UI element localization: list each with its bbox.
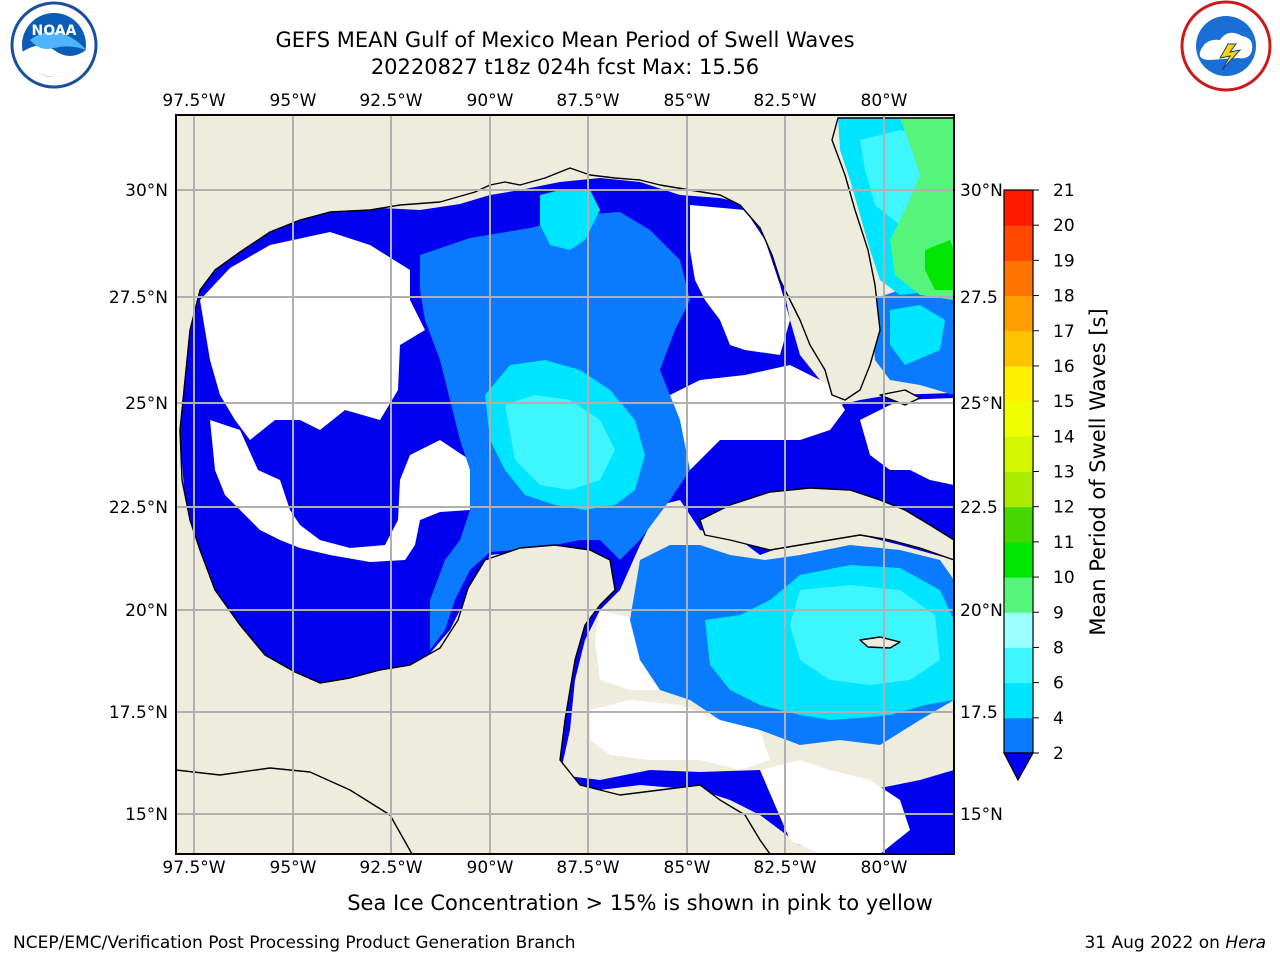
nws-logo xyxy=(1180,0,1272,92)
lon-labels-bottom: 97.5°W 95°W 92.5°W 90°W 87.5°W 85°W 82.5… xyxy=(162,858,907,878)
colorbar-bin xyxy=(1004,717,1033,754)
colorbar-tick-label: 16 xyxy=(1053,357,1075,377)
lon-label: 95°W xyxy=(270,858,317,878)
colorbar-tick-label: 11 xyxy=(1053,533,1075,553)
credit-date: 31 Aug 2022 on Hera xyxy=(1084,933,1266,953)
lon-label: 92.5°W xyxy=(359,91,422,111)
colorbar-bin xyxy=(1004,330,1033,367)
nodata-west-2 xyxy=(210,420,480,562)
credit-host: Hera xyxy=(1225,933,1266,953)
colorbar-bins xyxy=(1004,190,1033,754)
map-frame xyxy=(175,114,955,855)
colorbar-ticks: 21 20 19 18 17 16 15 14 13 12 11 10 9 8 6 4 2 xyxy=(1033,181,1075,764)
colorbar-bin xyxy=(1004,225,1033,261)
swell-4-6-atlantic-2 xyxy=(890,305,945,365)
lat-label: 27.5 xyxy=(960,288,998,308)
graticule xyxy=(176,115,954,854)
lat-label: 22.5 xyxy=(960,498,998,518)
colorbar-tick-label: 19 xyxy=(1053,251,1075,271)
colorbar-tick-label: 14 xyxy=(1053,427,1075,447)
colorbar-bin xyxy=(1004,647,1033,684)
credit-date-text: 31 Aug 2022 on xyxy=(1084,933,1226,953)
lon-label: 97.5°W xyxy=(162,858,225,878)
colorbar-tick-label: 10 xyxy=(1053,568,1075,588)
colorbar-tick-label: 20 xyxy=(1053,216,1075,236)
colorbar-tick-label: 15 xyxy=(1053,392,1075,412)
lon-label: 97.5°W xyxy=(162,91,225,111)
chart-title: GEFS MEAN Gulf of Mexico Mean Period of … xyxy=(275,28,855,52)
colorbar-bin xyxy=(1004,682,1033,719)
colorbar-bin xyxy=(1004,436,1033,472)
noaa-logo: NOAA xyxy=(10,1,98,89)
lon-labels-top: 97.5°W 95°W 92.5°W 90°W 87.5°W 85°W 82.5… xyxy=(162,91,907,111)
lon-label: 95°W xyxy=(270,91,317,111)
chart-subtitle: 20220827 t18z 024h fcst Max: 15.56 xyxy=(370,55,760,79)
lat-label: 25°N xyxy=(125,394,168,414)
lat-labels-right: 30°N 27.5 25°N 22.5 20°N 17.5 15°N xyxy=(960,181,1003,825)
lon-label: 80°W xyxy=(861,858,908,878)
lon-label: 82.5°W xyxy=(753,858,816,878)
lon-label: 92.5°W xyxy=(359,858,422,878)
lat-label: 27.5°N xyxy=(109,288,168,308)
colorbar-tick-label: 8 xyxy=(1053,638,1064,658)
lon-label: 85°W xyxy=(664,91,711,111)
colorbar-bin xyxy=(1004,190,1033,226)
lat-labels-left: 30°N 27.5°N 25°N 22.5°N 20°N 17.5°N 15°N xyxy=(109,181,168,825)
colorbar-bin xyxy=(1004,401,1033,437)
colorbar-tick-label: 2 xyxy=(1053,744,1064,764)
colorbar-bin xyxy=(1004,577,1033,613)
nodata-nicaragua xyxy=(760,760,910,854)
swell-field xyxy=(176,118,954,854)
swell-4-6-north xyxy=(540,190,600,250)
credit-branch: NCEP/EMC/Verification Post Processing Pr… xyxy=(13,933,576,953)
nodata-east xyxy=(690,205,790,355)
lon-label: 87.5°W xyxy=(556,91,619,111)
sea-ice-caption: Sea Ice Concentration > 15% is shown in … xyxy=(347,891,933,915)
colorbar-tick-label: 9 xyxy=(1053,603,1064,623)
land-bahamas xyxy=(879,389,921,406)
lon-label: 90°W xyxy=(467,858,514,878)
lat-label: 30°N xyxy=(960,181,1003,201)
colorbar-label: Mean Period of Swell Waves [s] xyxy=(1086,308,1110,635)
colorbar-tick-label: 17 xyxy=(1053,322,1075,342)
nodata-west xyxy=(200,232,425,440)
lon-label: 90°W xyxy=(467,91,514,111)
lon-label: 87.5°W xyxy=(556,858,619,878)
colorbar-under-triangle xyxy=(1003,752,1035,782)
lat-label: 30°N xyxy=(125,181,168,201)
lat-label: 20°N xyxy=(960,601,1003,621)
lat-label: 22.5°N xyxy=(109,498,168,518)
lon-label: 82.5°W xyxy=(753,91,816,111)
colorbar-bin xyxy=(1004,506,1033,543)
lat-label: 17.5 xyxy=(960,703,998,723)
colorbar-bin xyxy=(1004,541,1033,578)
swell-10-11-atlantic xyxy=(925,240,954,290)
colorbar-tick-label: 13 xyxy=(1053,463,1075,483)
map-panel xyxy=(176,115,954,854)
colorbar-bin xyxy=(1004,612,1033,648)
nodata-honduras xyxy=(590,700,770,770)
lon-label: 80°W xyxy=(861,91,908,111)
colorbar-bin xyxy=(1004,260,1033,297)
colorbar-tick-label: 18 xyxy=(1053,287,1075,307)
colorbar-tick-label: 6 xyxy=(1053,674,1064,694)
lat-label: 25°N xyxy=(960,394,1003,414)
lat-label: 15°N xyxy=(960,805,1003,825)
colorbar-tick-label: 12 xyxy=(1053,498,1075,518)
nodata-florida-strait xyxy=(660,365,845,470)
colorbar-bin xyxy=(1004,365,1033,402)
colorbar: 21 20 19 18 17 16 15 14 13 12 11 10 9 8 6 4 2 Mean Perio… xyxy=(1003,181,1110,782)
lon-label: 85°W xyxy=(664,858,711,878)
land-us-gulf-coast xyxy=(176,115,954,854)
lat-label: 20°N xyxy=(125,601,168,621)
land-jamaica xyxy=(859,636,901,649)
svg-text:NOAA: NOAA xyxy=(32,23,77,39)
colorbar-bin xyxy=(1004,471,1033,508)
lat-label: 15°N xyxy=(125,805,168,825)
colorbar-tick-label: 21 xyxy=(1053,181,1075,201)
colorbar-tick-label: 4 xyxy=(1053,709,1064,729)
lat-label: 17.5°N xyxy=(109,703,168,723)
colorbar-bin xyxy=(1004,295,1033,332)
